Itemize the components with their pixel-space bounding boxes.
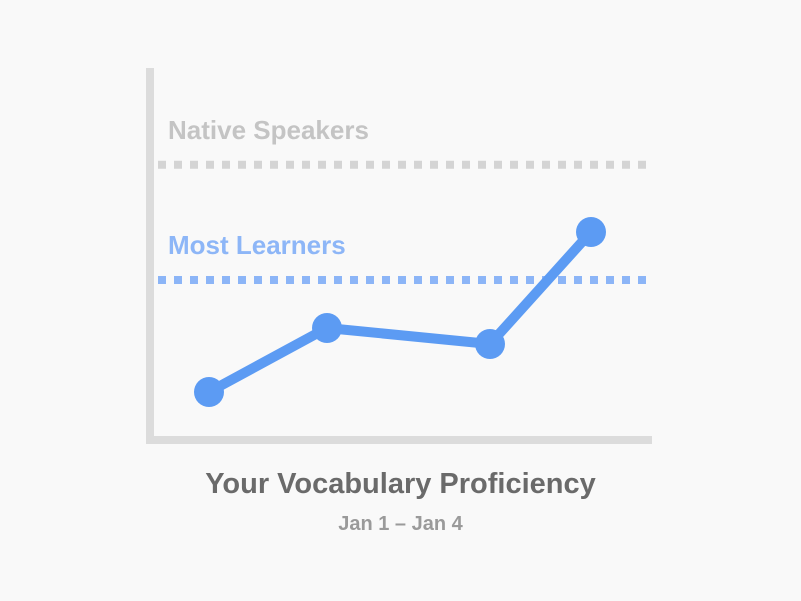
most-learners-label: Most Learners <box>168 230 346 260</box>
chart-title: Your Vocabulary Proficiency <box>205 468 596 500</box>
data-point-2 <box>312 313 342 343</box>
data-point-3 <box>475 329 505 359</box>
series-line <box>204 227 596 397</box>
data-point-1 <box>194 377 224 407</box>
chart-subtitle: Jan 1 – Jan 4 <box>338 513 463 535</box>
native-speakers-label: Native Speakers <box>168 115 369 145</box>
data-point-4 <box>576 217 606 247</box>
